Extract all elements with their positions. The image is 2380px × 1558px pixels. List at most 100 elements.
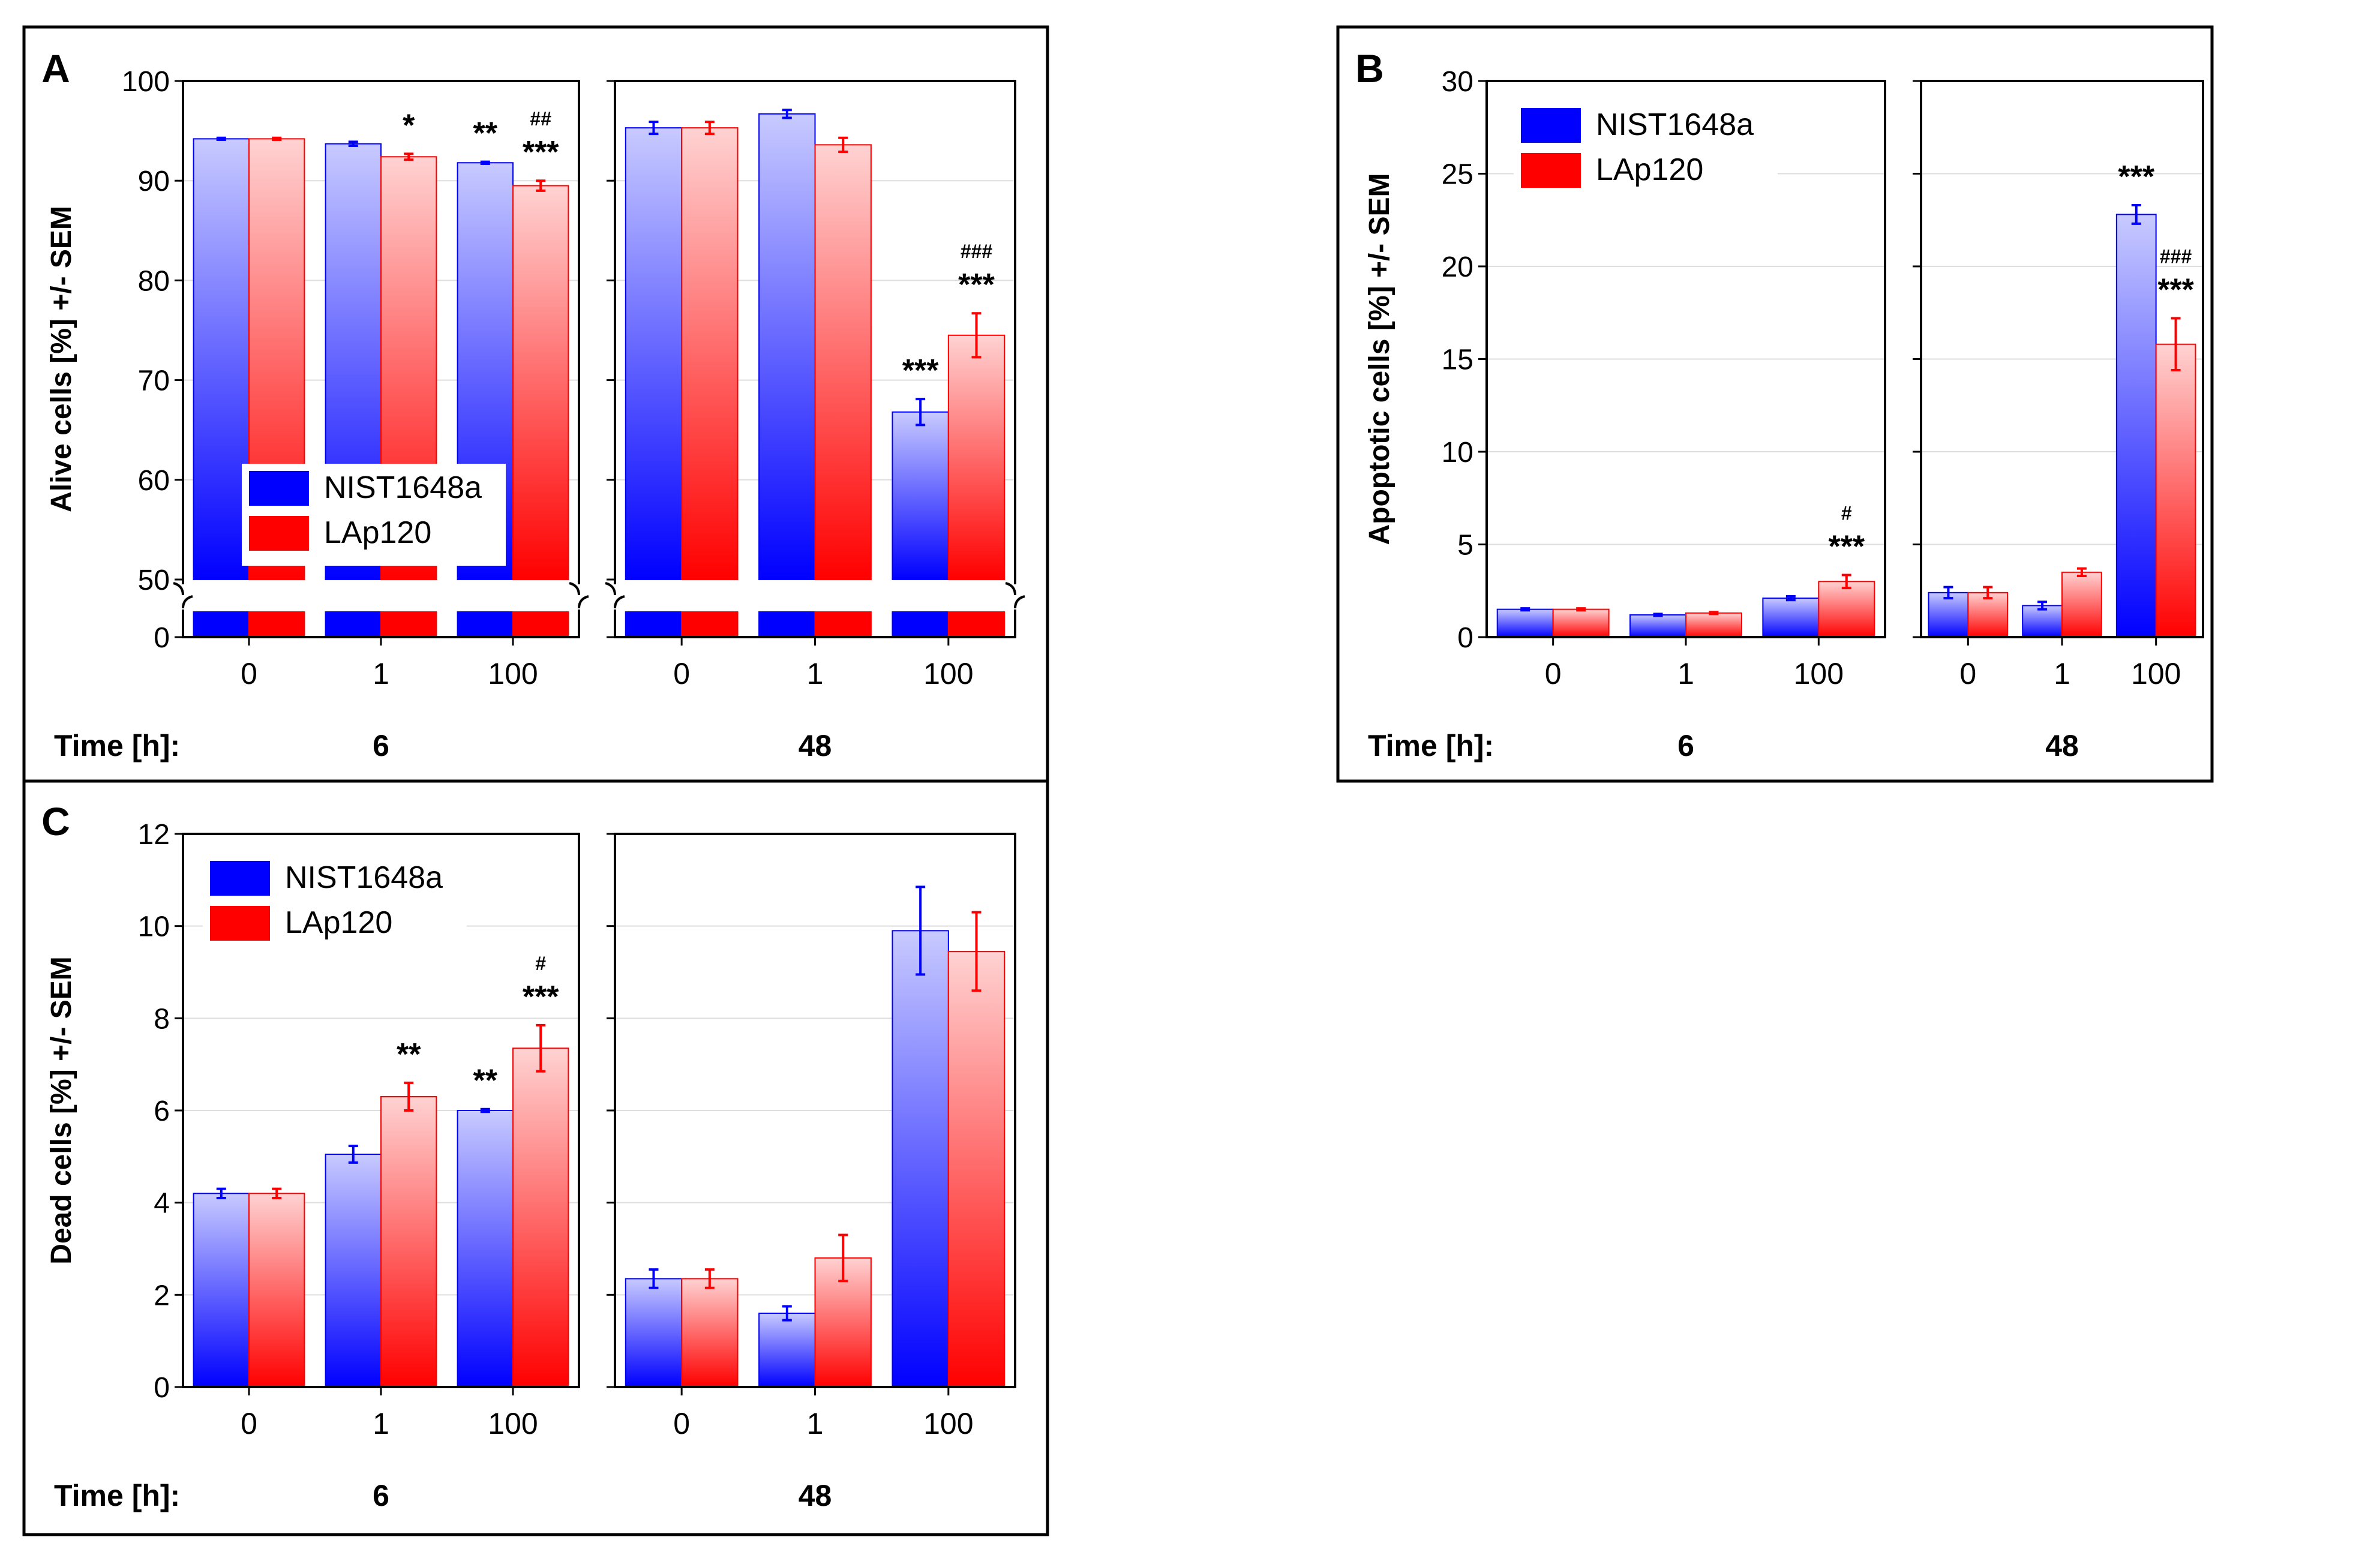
panel-letter: C — [41, 799, 70, 843]
significance-hash: ### — [961, 241, 993, 262]
y-tick-label: 60 — [138, 465, 170, 497]
legend-label: LAp120 — [324, 515, 431, 550]
subpanel-6h: 0 1 100*******#6 — [175, 833, 580, 1512]
bar-lap120 — [2155, 343, 2196, 638]
significance-star: *** — [2157, 273, 2194, 308]
significance-hash: # — [535, 953, 546, 974]
bar-nist1648a — [325, 1153, 382, 1388]
x-tick-label: 0 — [241, 1407, 257, 1440]
axis-break-mark — [578, 595, 589, 609]
subpanel-48h: 0 1 100 *** *** ### 48 — [605, 80, 1025, 763]
bar-stub-lap120 — [380, 611, 437, 638]
y-tick-label: 6 — [154, 1095, 170, 1127]
time-axis-prefix: Time [h]: — [1368, 729, 1494, 763]
x-tick-label: 1 — [1677, 657, 1694, 691]
legend-label: NIST1648a — [285, 860, 443, 895]
legend-swatch-lap120 — [210, 906, 270, 941]
legend-label: LAp120 — [285, 905, 392, 940]
significance-star: *** — [2118, 160, 2154, 194]
y-tick-label: 30 — [1442, 66, 1473, 98]
x-tick-label: 1 — [807, 1407, 824, 1440]
significance-star: ** — [397, 1037, 421, 1072]
bar-lap120 — [512, 185, 569, 580]
bar-stub-lap120 — [512, 611, 569, 638]
y-tick-label: 2 — [154, 1280, 170, 1311]
panel-letter: B — [1355, 46, 1384, 91]
legend-swatch-lap120 — [249, 516, 309, 551]
y-tick-label: 12 — [138, 819, 170, 851]
significance-star: * — [403, 108, 415, 143]
x-tick-label: 0 — [673, 657, 690, 691]
axis-frame-upper — [614, 80, 1016, 584]
axis-break-mark — [569, 582, 580, 596]
time-label: 48 — [799, 729, 832, 763]
bar-lap120 — [681, 1278, 739, 1388]
y-tick-label: 15 — [1442, 344, 1473, 376]
significance-star: *** — [523, 980, 559, 1014]
x-tick-label: 0 — [1545, 657, 1562, 691]
bar-nist1648a — [193, 1193, 250, 1388]
bar-nist1648a — [1762, 598, 1820, 638]
y-tick-label: 10 — [138, 911, 170, 943]
legend: NIST1648a LAp120 — [242, 464, 506, 566]
legend: NIST1648a LAp120 — [1514, 101, 1778, 203]
y-axis-label: Apoptotic cells [%] +/- SEM — [1364, 173, 1395, 545]
y-tick-label: 4 — [154, 1188, 170, 1220]
significance-star: *** — [523, 135, 559, 170]
bar-lap120 — [248, 1193, 305, 1388]
y-tick-label: 5 — [1457, 530, 1473, 562]
significance-hash: ### — [2160, 246, 2192, 268]
bar-nist1648a — [193, 138, 250, 580]
bar-nist1648a — [625, 127, 683, 580]
time-label: 48 — [799, 1479, 832, 1512]
significance-hash: ## — [530, 108, 551, 130]
bar-stub-lap120 — [814, 611, 872, 638]
significance-hash: # — [1841, 502, 1852, 524]
legend-swatch-nist1648a — [249, 471, 309, 506]
axis-frame-lower — [182, 610, 580, 638]
legend-swatch-nist1648a — [1521, 108, 1581, 143]
bar-stub-nist1648a — [625, 611, 683, 638]
y-tick-label: 10 — [1442, 437, 1473, 469]
bar-stub-nist1648a — [193, 611, 250, 638]
bar-lap120 — [2061, 571, 2102, 638]
bar-lap120 — [947, 334, 1006, 580]
x-tick-label: 100 — [923, 1407, 973, 1440]
panel-frame — [22, 779, 1049, 1536]
bar-nist1648a — [2022, 605, 2063, 638]
time-axis-prefix: Time [h]: — [54, 729, 180, 763]
bar-stub-nist1648a — [457, 611, 514, 638]
legend-label: NIST1648a — [324, 470, 482, 505]
x-tick-label: 100 — [2131, 657, 2181, 691]
axis-frame-upper — [182, 80, 580, 584]
bar-stub-lap120 — [947, 611, 1006, 638]
subpanel-6h: 0 1 100* *****##6 — [173, 80, 589, 763]
bar-stub-lap120 — [248, 611, 305, 638]
x-tick-label: 100 — [488, 1407, 538, 1440]
bar-nist1648a — [2115, 214, 2157, 638]
significance-star: *** — [902, 353, 939, 388]
bar-lap120 — [681, 127, 739, 580]
x-tick-label: 1 — [807, 657, 824, 691]
significance-star: *** — [958, 268, 995, 302]
bar-lap120 — [1552, 608, 1610, 638]
y-tick-label: 100 — [122, 66, 170, 98]
panel-frame — [1336, 25, 2214, 783]
axis-break-mark — [1014, 595, 1025, 609]
x-tick-label: 1 — [373, 1407, 389, 1440]
bar-nist1648a — [625, 1278, 683, 1388]
axis-break-mark — [614, 595, 625, 609]
y-tick-label: 70 — [138, 365, 170, 397]
bar-stub-nist1648a — [758, 611, 816, 638]
x-tick-label: 100 — [923, 657, 973, 691]
significance-star: ** — [473, 116, 498, 151]
y-tick-label: 0 — [154, 1372, 170, 1404]
y-tick-label: 90 — [138, 166, 170, 197]
time-label: 6 — [1677, 729, 1694, 763]
bar-nist1648a — [758, 113, 816, 580]
panel-letter: A — [41, 46, 70, 91]
legend-label: LAp120 — [1596, 152, 1703, 187]
bar-nist1648a — [1629, 614, 1687, 638]
y-axis-label: Dead cells [%] +/- SEM — [46, 956, 77, 1265]
